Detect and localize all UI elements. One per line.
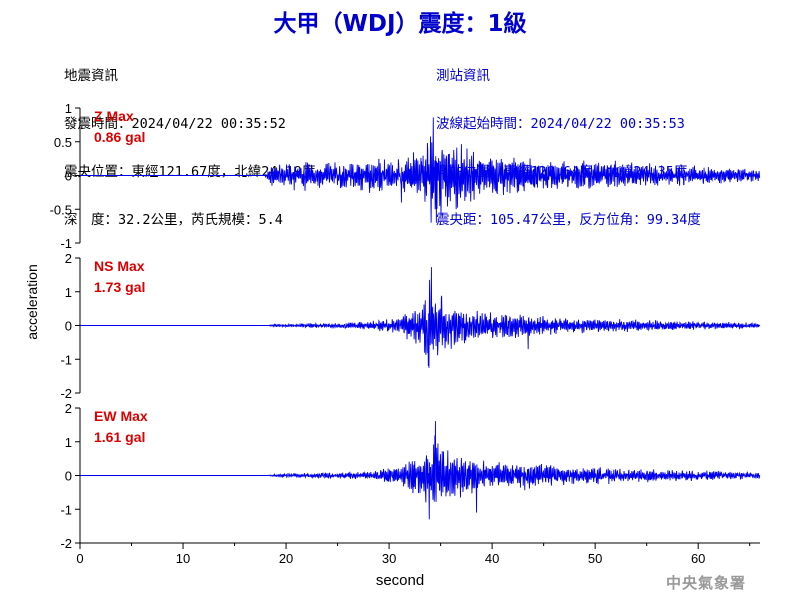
ns-max-value: 1.73 gal: [94, 279, 146, 295]
x-tick-label: 50: [588, 551, 602, 566]
x-tick-label: 0: [76, 551, 83, 566]
ew-y-tick-label: 2: [65, 401, 72, 416]
ew-y-tick-label: -2: [60, 536, 72, 551]
z-y-tick-label: -0.5: [50, 202, 72, 217]
x-tick-label: 30: [382, 551, 396, 566]
ns-y-tick-label: 1: [65, 285, 72, 300]
ew-peak-label: EW Max 1.61 gal: [94, 406, 148, 448]
ns-max-title: NS Max: [94, 258, 145, 274]
station-info-heading: 測站資訊: [436, 68, 490, 84]
y-axis-label: acceleration: [24, 264, 40, 340]
ew-y-tick-label: 0: [65, 469, 72, 484]
z-max-title: Z Max: [94, 108, 134, 124]
z-y-tick-label: 0.5: [54, 135, 72, 150]
chart-title: 大甲（WDJ）震度：1級: [273, 11, 527, 37]
ns-peak-label: NS Max 1.73 gal: [94, 256, 145, 298]
x-tick-label: 10: [176, 551, 190, 566]
ew-max-title: EW Max: [94, 408, 148, 424]
x-tick-label: 40: [485, 551, 499, 566]
x-tick-label: 20: [279, 551, 293, 566]
ns-y-tick-label: 2: [65, 251, 72, 266]
z-y-tick-label: 0: [65, 169, 72, 184]
event-info-heading: 地震資訊: [64, 68, 118, 84]
ew-y-tick-label: 1: [65, 435, 72, 450]
z-waveform: [80, 117, 761, 223]
ns-y-tick-label: -2: [60, 386, 72, 401]
station-distance-azimuth: 震央距：105.47公里，反方位角：99.34度: [436, 212, 701, 228]
x-tick-label: 60: [691, 551, 705, 566]
z-y-tick-label: -1: [60, 236, 72, 251]
x-axis-label: second: [375, 572, 425, 589]
ns-waveform: [80, 267, 761, 368]
z-y-tick-label: 1: [65, 101, 72, 116]
ew-max-value: 1.61 gal: [94, 429, 146, 445]
ns-y-tick-label: 0: [65, 319, 72, 334]
event-info-block: 地震資訊 發震時間：2024/04/22 00:35:52 震央位置：東經121…: [64, 36, 315, 244]
ew-y-tick-label: -1: [60, 502, 72, 517]
event-depth-magnitude: 深 度：32.2公里，芮氏規模：5.4: [64, 212, 283, 228]
ew-waveform: [80, 421, 761, 520]
ns-y-tick-label: -1: [60, 352, 72, 367]
agency-watermark: 中央氣象署: [665, 574, 746, 592]
z-peak-label: Z Max 0.86 gal: [94, 106, 145, 148]
station-wave-start: 波線起始時間：2024/04/22 00:35:53: [436, 116, 685, 132]
event-origin-time: 發震時間：2024/04/22 00:35:52: [64, 116, 286, 132]
z-max-value: 0.86 gal: [94, 129, 146, 145]
event-epicenter: 震央位置：東經121.67度，北緯24.19度: [64, 164, 316, 180]
